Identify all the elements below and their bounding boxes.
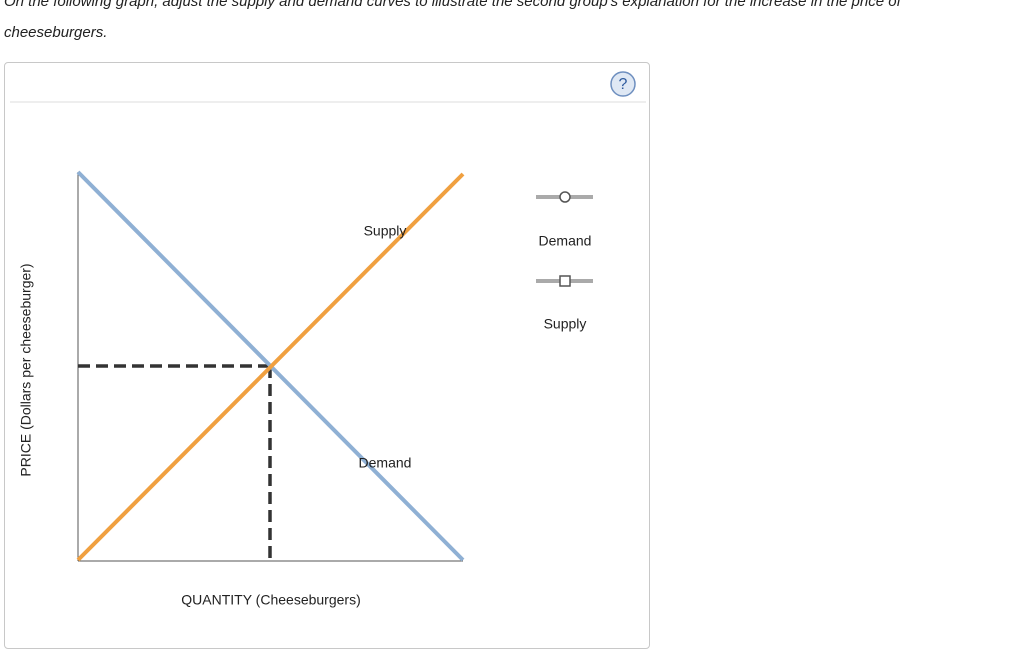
legend-label[interactable]: Demand xyxy=(539,233,592,249)
supply-curve[interactable] xyxy=(76,172,465,562)
legend-demand[interactable]: Demand xyxy=(536,191,593,249)
legend-marker[interactable] xyxy=(559,275,571,287)
help-icon[interactable]: ? xyxy=(619,76,628,93)
legend-label[interactable]: Supply xyxy=(544,316,587,332)
demand-label: Demand xyxy=(359,455,412,471)
x-axis-label: QUANTITY (Cheeseburgers) xyxy=(181,592,360,608)
legend-supply[interactable]: Supply xyxy=(536,275,593,332)
y-axis-label: PRICE (Dollars per cheeseburger) xyxy=(18,263,34,476)
help-button[interactable]: ? xyxy=(610,71,636,97)
legend-marker[interactable] xyxy=(559,191,571,203)
graph-panel xyxy=(4,62,650,649)
instruction-line: cheeseburgers. xyxy=(4,24,108,41)
help-circle[interactable] xyxy=(610,71,636,97)
supply-label: Supply xyxy=(364,223,407,239)
instruction-line: On the following graph, adjust the suppl… xyxy=(4,0,901,10)
